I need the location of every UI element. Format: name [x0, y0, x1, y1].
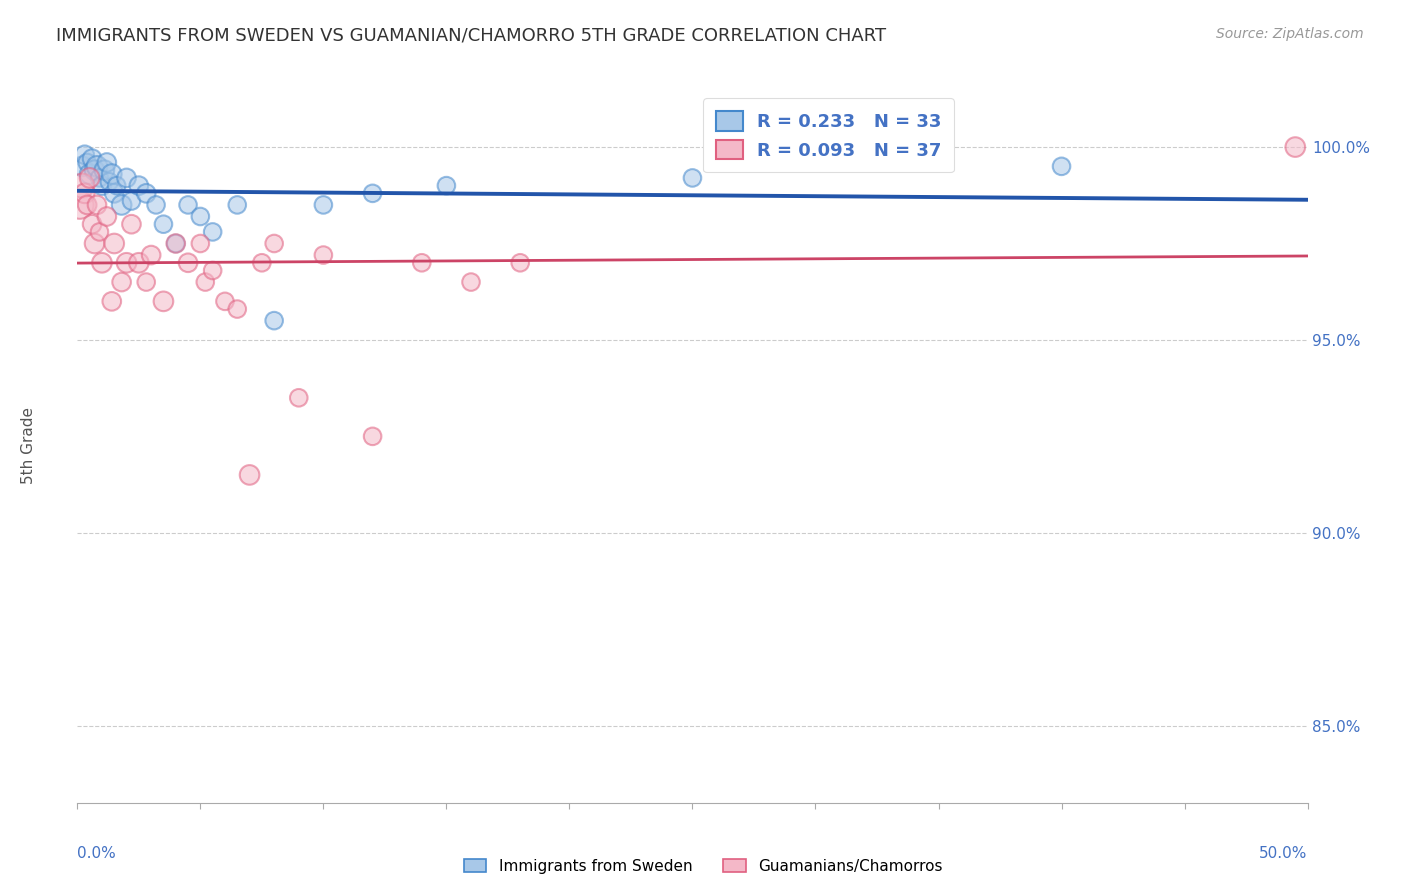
Point: [214, 294, 236, 309]
Point: [1050, 159, 1073, 173]
Point: [682, 170, 704, 185]
Point: [76, 198, 98, 212]
Point: [83, 163, 105, 178]
Point: [436, 178, 458, 193]
Point: [115, 256, 138, 270]
Point: [177, 198, 200, 212]
Point: [111, 198, 134, 212]
Point: [96, 210, 118, 224]
Point: [190, 210, 212, 224]
Point: [105, 178, 128, 193]
Text: 0.0%: 0.0%: [77, 846, 117, 861]
Point: [86, 198, 108, 212]
Point: [79, 167, 101, 181]
Point: [190, 236, 212, 251]
Point: [226, 198, 249, 212]
Point: [201, 263, 224, 277]
Point: [509, 256, 531, 270]
Point: [90, 256, 114, 270]
Point: [96, 155, 118, 169]
Point: [135, 186, 157, 201]
Point: [165, 236, 187, 251]
Point: [101, 294, 124, 309]
Point: [165, 236, 187, 251]
Point: [79, 170, 101, 185]
Point: [70, 178, 93, 193]
Point: [194, 275, 217, 289]
Point: [82, 217, 104, 231]
Text: 50.0%: 50.0%: [1260, 846, 1308, 861]
Point: [312, 198, 335, 212]
Point: [1284, 140, 1306, 154]
Point: [135, 275, 157, 289]
Point: [250, 256, 273, 270]
Point: [128, 256, 150, 270]
Point: [201, 225, 224, 239]
Point: [177, 256, 200, 270]
Point: [141, 248, 163, 262]
Point: [73, 186, 96, 201]
Point: [361, 429, 384, 443]
Point: [152, 217, 174, 231]
Point: [226, 301, 249, 316]
Point: [239, 467, 262, 482]
Legend: Immigrants from Sweden, Guamanians/Chamorros: Immigrants from Sweden, Guamanians/Chamo…: [457, 853, 949, 880]
Point: [90, 178, 114, 193]
Point: [411, 256, 433, 270]
Point: [152, 294, 174, 309]
Text: 5th Grade: 5th Grade: [21, 408, 35, 484]
Point: [70, 159, 93, 173]
Point: [101, 167, 124, 181]
Point: [145, 198, 167, 212]
Point: [115, 170, 138, 185]
Point: [93, 163, 115, 178]
Point: [121, 194, 143, 208]
Point: [69, 198, 91, 212]
Point: [460, 275, 482, 289]
Point: [103, 186, 125, 201]
Point: [111, 275, 134, 289]
Point: [83, 236, 105, 251]
Point: [86, 159, 108, 173]
Point: [89, 225, 111, 239]
Point: [128, 178, 150, 193]
Point: [263, 236, 285, 251]
Point: [312, 248, 335, 262]
Point: [73, 148, 96, 162]
Point: [82, 152, 104, 166]
Legend: R = 0.233   N = 33, R = 0.093   N = 37: R = 0.233 N = 33, R = 0.093 N = 37: [703, 98, 955, 172]
Text: IMMIGRANTS FROM SWEDEN VS GUAMANIAN/CHAMORRO 5TH GRADE CORRELATION CHART: IMMIGRANTS FROM SWEDEN VS GUAMANIAN/CHAM…: [56, 27, 886, 45]
Point: [121, 217, 143, 231]
Point: [263, 313, 285, 327]
Point: [98, 175, 121, 189]
Text: Source: ZipAtlas.com: Source: ZipAtlas.com: [1216, 27, 1364, 41]
Point: [103, 236, 125, 251]
Point: [361, 186, 384, 201]
Point: [76, 155, 98, 169]
Point: [288, 391, 311, 405]
Point: [89, 170, 111, 185]
